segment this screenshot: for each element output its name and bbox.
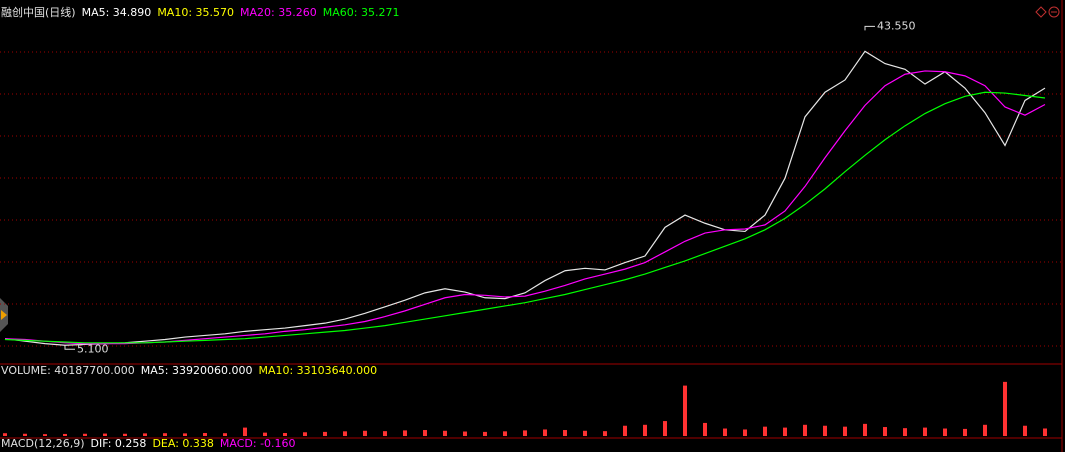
volume-bar bbox=[963, 428, 967, 436]
side-arrow bbox=[1, 310, 7, 320]
volume-bar bbox=[403, 430, 407, 436]
legend-entry: MA5: 34.890 bbox=[82, 6, 152, 19]
volume-bar bbox=[263, 432, 267, 436]
volume-bar bbox=[1023, 425, 1027, 436]
volume-bar bbox=[243, 427, 247, 436]
legend-entry: MA10: 35.570 bbox=[157, 6, 234, 19]
annotation: 43.550 bbox=[877, 19, 916, 32]
volume-bar bbox=[983, 424, 987, 436]
price-line bbox=[4, 50, 1046, 346]
annotation-pointer bbox=[64, 345, 75, 350]
volume-bar bbox=[63, 433, 67, 436]
volume-bar bbox=[543, 429, 547, 436]
volume-bar bbox=[883, 427, 887, 436]
volume-bar bbox=[523, 430, 527, 436]
volume-bar bbox=[943, 428, 947, 436]
volume-bar bbox=[603, 431, 607, 436]
panel-title: MACD(12,26,9) bbox=[1, 437, 85, 450]
panel-title: VOLUME: 40187700.000 bbox=[1, 364, 135, 377]
volume-bar bbox=[683, 385, 687, 436]
volume-bar bbox=[483, 431, 487, 436]
legend-entry: MA5: 33920060.000 bbox=[141, 364, 253, 377]
volume-bar bbox=[123, 433, 127, 436]
annotation-pointer bbox=[864, 25, 875, 31]
volume-bar bbox=[903, 428, 907, 436]
volume-bar bbox=[203, 433, 207, 436]
volume-bar bbox=[443, 430, 447, 436]
volume-bar bbox=[923, 427, 927, 436]
volume-bar bbox=[783, 427, 787, 436]
volume-bar bbox=[283, 433, 287, 436]
volume-bar bbox=[303, 432, 307, 436]
panel-title: 融创中国(日线) bbox=[1, 5, 76, 19]
volume-bar bbox=[643, 424, 647, 436]
volume-bar bbox=[743, 429, 747, 436]
volume-bar bbox=[723, 428, 727, 436]
legend-entry: MA10: 33103640.000 bbox=[258, 364, 377, 377]
legend-entry: DEA: 0.338 bbox=[152, 437, 213, 450]
volume-bar bbox=[763, 426, 767, 436]
volume-bar bbox=[363, 430, 367, 436]
volume-bar bbox=[703, 422, 707, 436]
volume-bar bbox=[1003, 381, 1007, 436]
legend-entry: MA20: 35.260 bbox=[240, 6, 317, 19]
volume-bar bbox=[383, 431, 387, 436]
icon-minus[interactable] bbox=[1048, 6, 1060, 18]
volume-bar bbox=[23, 433, 27, 436]
volume-bar bbox=[43, 434, 47, 436]
volume-bar bbox=[343, 431, 347, 436]
volume-bar bbox=[623, 425, 627, 436]
volume-bar bbox=[863, 423, 867, 436]
price-line bbox=[4, 91, 1046, 344]
volume-bar bbox=[463, 431, 467, 436]
legend-entry: MACD: -0.160 bbox=[220, 437, 296, 450]
volume-bar bbox=[143, 433, 147, 436]
volume-bar bbox=[223, 433, 227, 436]
volume-bar bbox=[423, 430, 427, 436]
volume-bar bbox=[3, 433, 7, 436]
volume-bar bbox=[843, 426, 847, 436]
icon-diamond[interactable] bbox=[1035, 6, 1047, 18]
volume-bar bbox=[83, 433, 87, 436]
annotation: 5.100 bbox=[77, 342, 109, 355]
volume-bar bbox=[663, 421, 667, 436]
volume-bar bbox=[823, 425, 827, 436]
legend-entry: DIF: 0.258 bbox=[91, 437, 147, 450]
volume-bar bbox=[503, 431, 507, 436]
volume-bar bbox=[1043, 428, 1047, 436]
volume-bar bbox=[563, 430, 567, 436]
volume-bar bbox=[183, 433, 187, 436]
volume-bar bbox=[163, 433, 167, 436]
legend-entry: MA60: 35.271 bbox=[323, 6, 400, 19]
volume-bar bbox=[803, 424, 807, 436]
volume-bar bbox=[103, 433, 107, 436]
volume-bar bbox=[323, 431, 327, 436]
volume-bar bbox=[583, 430, 587, 436]
